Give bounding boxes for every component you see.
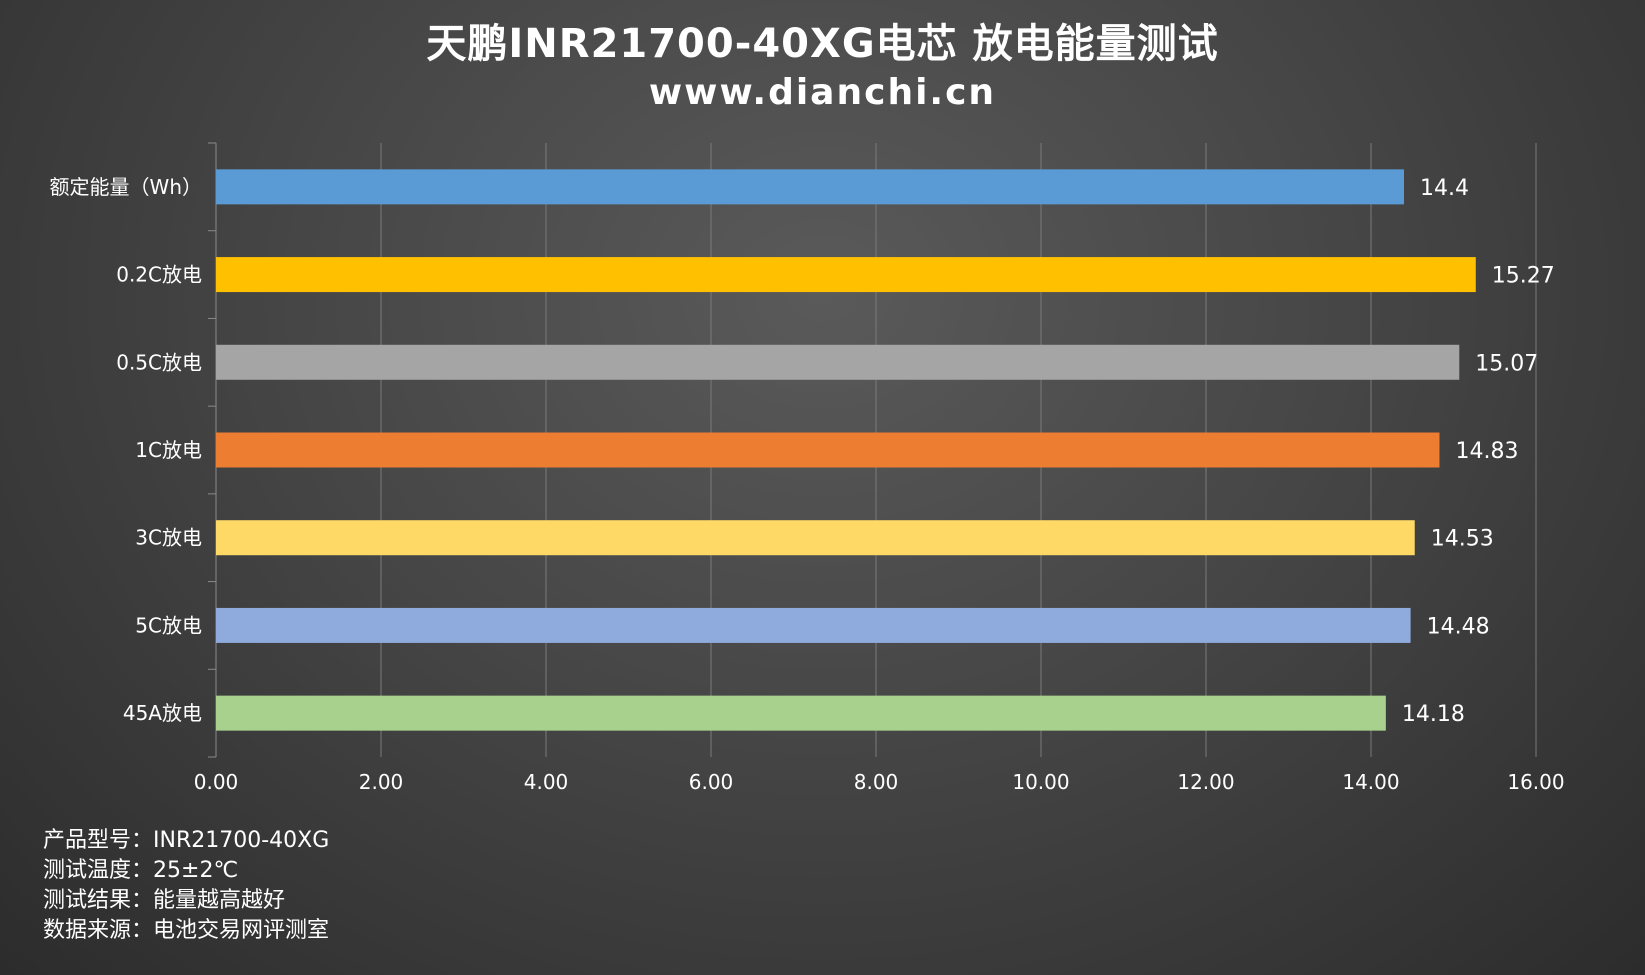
data-label: 14.53 (1431, 527, 1494, 552)
data-label: 14.83 (1455, 439, 1518, 464)
bar (216, 520, 1415, 556)
note-result: 测试结果：能量越高越好 (43, 886, 329, 916)
bar (216, 169, 1404, 205)
bar (216, 344, 1460, 380)
data-label: 14.18 (1402, 702, 1465, 727)
data-label: 14.4 (1420, 176, 1469, 201)
bar (216, 257, 1476, 293)
category-label: 额定能量（Wh） (50, 175, 202, 199)
note-source-label: 数据来源： (43, 918, 154, 943)
data-label: 15.07 (1475, 351, 1538, 376)
category-label: 3C放电 (135, 526, 202, 550)
data-label: 15.27 (1492, 264, 1555, 289)
x-tick-label: 4.00 (524, 770, 569, 794)
note-model-label: 产品型号： (43, 828, 154, 853)
test-notes: 产品型号：INR21700-40XG 测试温度：25±2℃ 测试结果：能量越高越… (43, 826, 329, 946)
data-label: 14.48 (1427, 614, 1490, 639)
note-source-value: 电池交易网评测室 (153, 918, 330, 943)
note-temperature: 测试温度：25±2℃ (43, 856, 329, 886)
x-tick-label: 0.00 (194, 770, 239, 794)
x-tick-label: 8.00 (854, 770, 899, 794)
category-label: 0.2C放电 (116, 263, 202, 287)
bar (216, 695, 1386, 731)
x-tick-label: 10.00 (1012, 770, 1069, 794)
x-tick-label: 14.00 (1342, 770, 1399, 794)
category-label: 45A放电 (123, 701, 202, 725)
x-tick-label: 6.00 (689, 770, 734, 794)
note-model-value: INR21700-40XG (153, 828, 330, 853)
x-tick-label: 2.00 (359, 770, 404, 794)
bar (216, 432, 1440, 468)
x-tick-label: 16.00 (1507, 770, 1564, 794)
note-source: 数据来源：电池交易网评测室 (43, 916, 329, 946)
x-tick-label: 12.00 (1177, 770, 1234, 794)
category-label: 0.5C放电 (116, 350, 202, 374)
category-label: 5C放电 (135, 613, 202, 637)
note-temperature-value: 25±2℃ (153, 858, 239, 883)
bar (216, 607, 1411, 643)
note-temperature-label: 测试温度： (43, 858, 154, 883)
note-result-value: 能量越高越好 (153, 888, 286, 913)
note-result-label: 测试结果： (43, 888, 154, 913)
note-model: 产品型号：INR21700-40XG (43, 826, 329, 856)
chart-title: 天鹏INR21700-40XG电芯 放电能量测试 (426, 21, 1219, 67)
category-label: 1C放电 (135, 438, 202, 462)
chart-subtitle: www.dianchi.cn (648, 72, 997, 113)
